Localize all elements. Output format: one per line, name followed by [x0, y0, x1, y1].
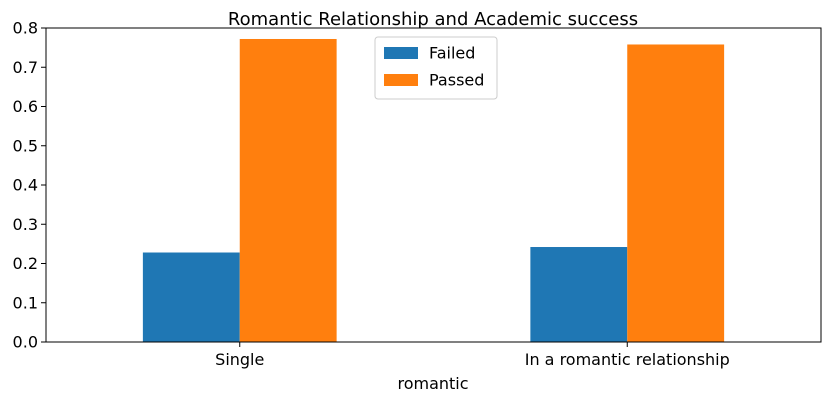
- legend-swatch-passed: [384, 74, 418, 86]
- y-tick-label: 0.0: [13, 333, 38, 352]
- bar-failed-2: [530, 247, 628, 342]
- plot-frame: [45, 27, 822, 343]
- legend-label-failed: Failed: [429, 44, 475, 63]
- y-tick-label: 0.5: [13, 136, 38, 155]
- y-tick-label: 0.7: [13, 58, 38, 77]
- x-axis-label: romantic: [397, 374, 468, 393]
- legend-swatch-failed: [384, 47, 418, 59]
- y-axis: 0.0 0.1 0.2 0.3 0.4 0.5 0.6 0.7 0.8: [13, 19, 46, 352]
- x-axis: Single In a romantic relationship: [215, 342, 730, 369]
- x-tick-label: Single: [215, 350, 264, 369]
- legend-label-passed: Passed: [429, 71, 484, 90]
- legend: Failed Passed: [374, 36, 498, 100]
- bar-passed-2: [627, 44, 725, 343]
- y-tick-label: 0.2: [13, 254, 38, 273]
- bar-failed-1: [142, 252, 240, 342]
- y-tick-label: 0.4: [13, 176, 38, 195]
- y-tick-label: 0.6: [13, 97, 38, 116]
- y-tick-label: 0.1: [13, 293, 38, 312]
- bars-group: [142, 38, 725, 343]
- y-tick-label: 0.3: [13, 215, 38, 234]
- y-tick-label: 0.8: [13, 19, 38, 38]
- bar-passed-1: [239, 38, 337, 343]
- chart-title: Romantic Relationship and Academic succe…: [228, 9, 638, 30]
- x-tick-label: In a romantic relationship: [525, 350, 730, 369]
